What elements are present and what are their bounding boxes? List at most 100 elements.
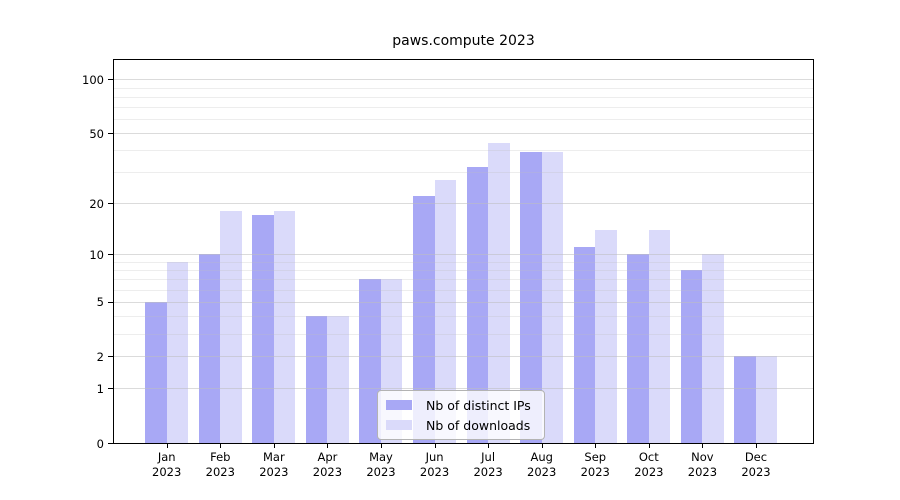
x-tick-mark — [434, 444, 436, 448]
gridline-minor — [114, 261, 813, 263]
y-tick-mark — [108, 356, 113, 358]
gridline-minor — [114, 107, 813, 109]
gridline-minor — [114, 333, 813, 335]
x-tick-mark — [755, 444, 757, 448]
gridline-minor — [114, 150, 813, 152]
bar-downloads-aug — [541, 152, 564, 443]
legend-item-distinct-ips: Nb of distinct IPs — [386, 397, 535, 413]
x-tick-label-jun: Jun 2023 — [420, 450, 449, 480]
bar-downloads-mar — [273, 210, 296, 443]
gridline-minor — [114, 316, 813, 318]
x-tick-month: Mar — [262, 450, 285, 464]
bar-distinct-ips-oct — [627, 254, 649, 443]
x-tick-month: Dec — [744, 450, 768, 464]
x-tick-label-may: May 2023 — [366, 450, 395, 480]
bar-downloads-jan — [166, 261, 189, 443]
gridline-major — [114, 356, 813, 358]
gridline-minor — [114, 269, 813, 271]
x-tick-month: Oct — [638, 450, 659, 464]
x-tick-mark — [648, 444, 650, 448]
legend-swatch-distinct-ips — [386, 400, 412, 410]
x-tick-mark — [327, 444, 329, 448]
x-tick-mark — [702, 444, 704, 448]
x-tick-year: 2023 — [419, 465, 450, 479]
bar-downloads-jun — [434, 180, 457, 443]
x-tick-month: Jun — [425, 450, 444, 464]
x-tick-month: Jul — [481, 450, 496, 464]
y-tick-mark — [108, 203, 113, 205]
x-tick-month: Sep — [584, 450, 607, 464]
bar-distinct-ips-mar — [252, 215, 274, 443]
x-tick-mark — [595, 444, 597, 448]
gridline-minor — [114, 96, 813, 98]
y-tick-mark — [108, 79, 113, 81]
x-tick-month: Aug — [530, 450, 553, 464]
bar-downloads-oct — [648, 229, 671, 443]
x-tick-year: 2023 — [634, 465, 664, 479]
chart-title: paws.compute 2023 — [392, 33, 535, 49]
x-tick-month: Jan — [157, 450, 176, 464]
x-tick-mark — [380, 444, 382, 448]
gridline-minor — [114, 87, 813, 89]
bar-downloads-apr — [327, 316, 349, 443]
bar-downloads-nov — [702, 254, 724, 443]
x-tick-year: 2023 — [205, 465, 235, 479]
gridline-major — [114, 254, 813, 256]
bar-downloads-jul — [488, 143, 510, 443]
bar-distinct-ips-apr — [305, 316, 328, 443]
x-tick-year: 2023 — [741, 465, 771, 479]
gridline-major — [114, 79, 813, 81]
x-tick-year: 2023 — [366, 465, 396, 479]
x-tick-year: 2023 — [473, 465, 503, 479]
gridline-major — [114, 388, 813, 390]
x-tick-label-apr: Apr 2023 — [313, 450, 342, 480]
bar-distinct-ips-jan — [145, 301, 167, 443]
x-tick-month: Nov — [691, 450, 714, 464]
bar-distinct-ips-jul — [466, 167, 489, 443]
bar-distinct-ips-aug — [520, 152, 542, 443]
y-tick-mark — [108, 388, 113, 390]
x-tick-year: 2023 — [687, 465, 718, 479]
x-tick-mark — [541, 444, 543, 448]
x-tick-mark — [488, 444, 490, 448]
x-tick-year: 2023 — [580, 465, 610, 479]
x-tick-label-mar: Mar 2023 — [259, 450, 288, 480]
bar-distinct-ips-dec — [734, 356, 756, 443]
gridline-minor — [114, 119, 813, 121]
gridline-major — [114, 301, 813, 303]
y-tick-label: 2 — [96, 349, 104, 364]
bar-distinct-ips-may — [359, 279, 381, 443]
gridline-minor — [114, 279, 813, 281]
y-tick-label: 1 — [96, 381, 104, 396]
bar-distinct-ips-feb — [198, 254, 221, 443]
bar-downloads-dec — [755, 356, 778, 443]
y-tick-mark — [108, 443, 113, 444]
plot-area: Nb of distinct IPs Nb of downloads 0 1 2 5 1… — [82, 59, 814, 479]
x-tick-label-oct: Oct 2023 — [634, 450, 663, 480]
x-tick-label-jan: Jan 2023 — [152, 450, 181, 480]
bar-downloads-sep — [595, 229, 617, 443]
x-tick-label-dec: Dec 2023 — [741, 450, 770, 480]
legend-label-distinct-ips: Nb of distinct IPs — [426, 397, 531, 413]
y-tick-label: 10 — [89, 247, 104, 262]
x-tick-mark — [166, 444, 168, 448]
y-tick-mark — [108, 301, 113, 303]
x-tick-month: Feb — [210, 450, 231, 464]
x-tick-month: May — [369, 450, 393, 464]
y-tick-mark — [108, 254, 113, 256]
legend-swatch-downloads — [386, 420, 412, 430]
bar-distinct-ips-sep — [573, 247, 596, 443]
gridline-minor — [114, 289, 813, 291]
legend-label-downloads: Nb of downloads — [426, 417, 531, 433]
x-tick-year: 2023 — [152, 465, 182, 479]
x-tick-mark — [273, 444, 275, 448]
y-tick-label: 5 — [96, 295, 104, 310]
gridline-major — [114, 133, 813, 135]
bar-downloads-feb — [220, 210, 242, 443]
bar-distinct-ips-jun — [413, 195, 435, 443]
x-tick-label-feb: Feb 2023 — [206, 450, 235, 480]
x-tick-year: 2023 — [312, 465, 343, 479]
legend: Nb of distinct IPs Nb of downloads — [377, 390, 545, 440]
y-tick-label: 20 — [89, 196, 104, 211]
